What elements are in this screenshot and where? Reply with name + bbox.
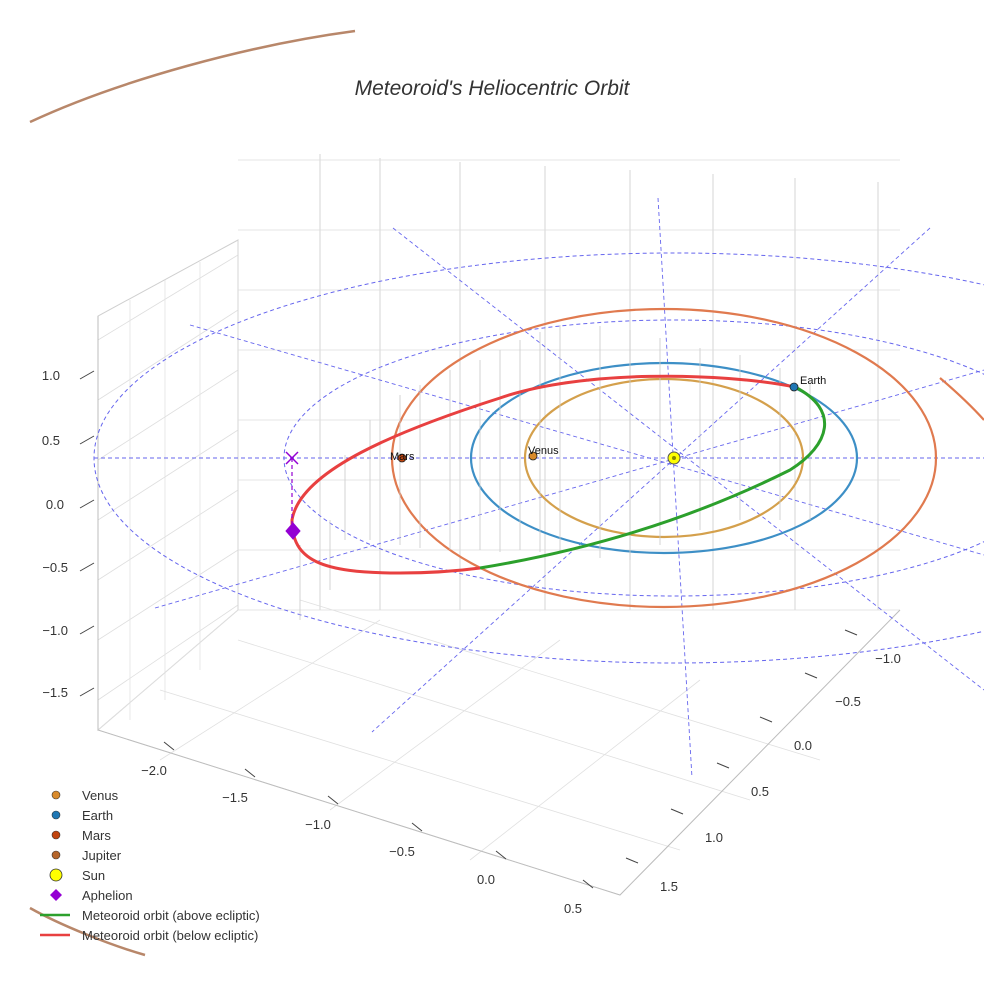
legend-marker-aphelion [50,889,62,901]
y-axis-tick [759,716,773,723]
z-axis-tick [79,370,95,380]
x-tick-label: −0.5 [389,844,415,859]
planet-label-venus: Venus [528,445,559,457]
axes-grid [97,154,901,896]
planet-label-earth: Earth [800,375,826,387]
y-axis-tick [670,808,684,815]
planet-marker-venus [528,451,538,461]
y-axis-tick [844,629,858,636]
x-axis-tick [582,879,594,889]
planet-marker-mars [397,453,407,463]
z-axis-tick [79,562,95,572]
floor-grid-line [159,619,381,761]
legend-label: Sun [82,868,105,883]
y-tick-label: 1.0 [705,830,723,845]
floor-grid-line [97,609,239,731]
orbit-jupiter-top [29,29,356,124]
orbit-jupiter-bottom [29,906,146,957]
legend-marker-earth [51,810,61,820]
legend-marker-venus [51,790,61,800]
floor-grid-line [159,689,681,851]
reference-radial-line [371,227,931,733]
legend-label: Aphelion [82,888,133,903]
left-grid-line [97,429,239,521]
z-axis-tick [79,687,95,697]
meteoroid-orbit [290,325,826,620]
left-grid-line [97,604,239,701]
floor-grid-line [237,639,751,801]
floor-grid-line [329,639,561,811]
legend-label: Jupiter [82,848,122,863]
x-tick-label: 0.0 [477,872,495,887]
reference-radial-line [154,369,984,609]
left-grid-line [97,254,239,341]
z-tick-label: −1.0 [42,623,68,638]
y-tick-label: 1.5 [660,879,678,894]
legend-marker-mars [51,830,61,840]
z-axis-tick [79,499,95,509]
x-tick-label: 0.5 [564,901,582,916]
aphelion-projection-marker [285,451,299,465]
meteoroid-orbit-above [479,385,826,570]
legend-label: Meteoroid orbit (below ecliptic) [82,928,258,943]
orbit-venus [523,377,805,539]
left-pane [97,239,239,732]
x-tick-label: −2.0 [141,763,167,778]
legend-marker-sun [49,868,63,882]
legend-marker-jupiter [51,850,61,860]
y-tick-label: 0.0 [794,738,812,753]
sun-core [672,456,676,460]
orbit-mars-edge [939,377,984,421]
planet-orbits [390,307,984,609]
z-tick-label: 1.0 [42,368,60,383]
y-axis-tick [625,857,639,864]
y-axis-tick [804,672,818,679]
legend: Venus Earth Mars Jupiter Sun Aphelion Meteoroi… [40,788,260,943]
left-grid-line [97,369,239,461]
chart-title: Meteoroid's Heliocentric Orbit [355,77,631,100]
y-tick-label: −1.0 [875,651,901,666]
orbit-mars [390,307,938,609]
planet-marker-earth [789,382,799,392]
z-tick-label: −0.5 [42,560,68,575]
reference-radial-line [657,197,693,779]
left-grid-line [97,489,239,581]
axes-box-edge [97,316,901,896]
z-axis-tick [79,625,95,635]
reference-radial-line [392,227,984,691]
left-grid-line [97,549,239,641]
ecliptic-reference [93,197,984,779]
floor-grid-line [469,679,701,861]
legend-label: Venus [82,788,119,803]
z-tick-label: 0.5 [42,433,60,448]
meteoroid-orbit-below [290,374,796,575]
x-axis-tick [327,795,339,805]
x-axis-tick [411,822,423,832]
x-axis-tick [244,768,256,778]
left-grid-line [97,309,239,401]
reference-radial-line [189,324,984,556]
x-axis-tick [163,741,175,751]
legend-label: Earth [82,808,113,823]
x-axis-tick [495,850,507,860]
orbit-earth [469,361,859,555]
z-tick-label: −1.5 [42,685,68,700]
aphelion-marker [285,522,301,540]
x-tick-label: −1.5 [222,790,248,805]
legend-label: Meteoroid orbit (above ecliptic) [82,908,260,923]
legend-label: Mars [82,828,111,843]
floor-grid-line [299,599,821,761]
y-tick-label: 0.5 [751,784,769,799]
x-tick-label: −1.0 [305,817,331,832]
y-tick-label: −0.5 [835,694,861,709]
planet-label-mars: Mars [390,451,415,463]
y-axis-tick [716,762,730,769]
z-tick-label: 0.0 [46,497,64,512]
z-axis-tick [79,435,95,445]
